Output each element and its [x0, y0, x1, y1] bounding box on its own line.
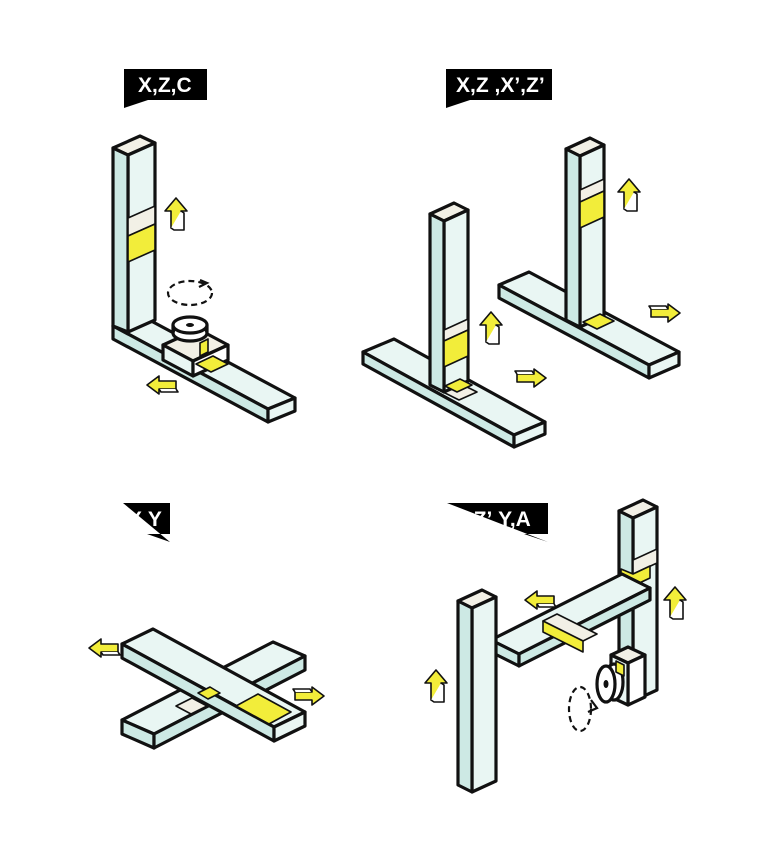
arrow-side-icon — [514, 368, 547, 388]
x-carriage — [195, 355, 229, 373]
arrow-side-icon — [146, 375, 179, 395]
label-xzc: X,Z,C — [138, 74, 192, 97]
panel-xzc: X,Z,C — [111, 69, 297, 424]
panel-zzya: Z,Z’,Y,A — [424, 498, 687, 794]
z-carriage-left — [443, 329, 469, 368]
vertical-column — [111, 134, 157, 334]
left-column — [428, 201, 473, 394]
label-callout-zzya: Z,Z’,Y,A — [447, 503, 548, 542]
panel-xy: X,Y — [88, 503, 325, 750]
left-column — [456, 588, 498, 794]
y-crossbeam — [489, 572, 652, 668]
arrow-side-icon — [292, 686, 325, 706]
x-carriage — [235, 693, 292, 725]
z-carriage — [127, 223, 156, 263]
label-callout-xy: X,Y — [123, 503, 170, 542]
arrow-side-icon — [88, 638, 121, 658]
rotary-head — [595, 645, 647, 707]
x-carriage-right — [582, 313, 615, 330]
arrow-side-icon — [524, 590, 557, 610]
arrow-up-icon — [164, 197, 188, 231]
label-zzya: Z,Z’,Y,A — [455, 508, 531, 531]
rotation-c-icon — [166, 278, 214, 307]
arrow-side-icon — [648, 303, 681, 323]
label-callout-xz-dual: X,Z ,X’,Z’ — [446, 69, 552, 108]
y-carriage — [197, 686, 221, 700]
label-xz-dual: X,Z ,X’,Z’ — [456, 74, 545, 97]
arrow-up-icon — [479, 311, 503, 345]
label-callout-xzc: X,Z,C — [124, 69, 207, 108]
label-xy: X,Y — [128, 508, 162, 531]
y-carriage — [542, 620, 584, 653]
panel-xz-dual: X,Z ,X’,Z’ — [361, 69, 681, 449]
x-beam — [120, 627, 307, 743]
arrow-up-icon — [424, 669, 448, 703]
arrow-up-icon — [663, 586, 687, 620]
z-carriage-right — [579, 190, 605, 229]
x-carriage-left — [444, 378, 473, 393]
rotation-a-icon — [567, 685, 599, 733]
a-carriage — [615, 660, 625, 677]
right-column — [564, 136, 615, 330]
arrow-up-icon — [617, 178, 641, 212]
